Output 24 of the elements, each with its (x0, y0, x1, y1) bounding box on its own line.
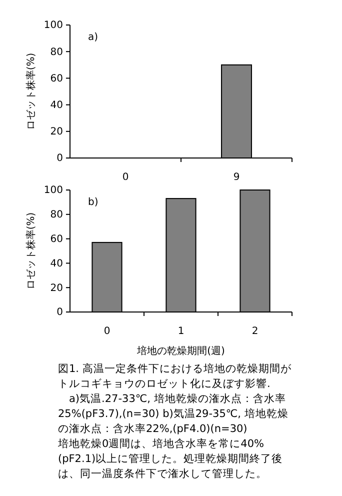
y-tick-label: 80 (50, 210, 63, 221)
y-tick-label: 80 (50, 46, 63, 58)
y-tick-label: 60 (50, 73, 63, 84)
y-tick-label: 0 (56, 307, 63, 318)
x-tick-label: 2 (252, 326, 258, 337)
x-tick-label: 9 (233, 172, 240, 183)
y-tick-label: 20 (50, 126, 63, 138)
y-tick-label: 0 (56, 153, 63, 164)
text: b) (88, 197, 98, 208)
y-axis-title: ロゼット株率(%) (25, 212, 37, 290)
caption: 図1. 高温一定条件下における培地の乾燥期間がトルコギキョウのロゼット化に及ぼす影響. (58, 362, 292, 392)
x-axis-title: 培地の乾燥期間(週) (136, 345, 225, 357)
y-tick-label: 60 (50, 234, 63, 245)
y-tick-label: 100 (44, 20, 63, 32)
text: 培地乾燥0週間は、培地含水率を常に40%(pF2.1)以上に管理した。処理乾燥期間終了後は、同一温度条件下で潅水して管理した。 (58, 437, 284, 482)
y-tick-label: 40 (50, 100, 63, 111)
x-tick-label: 1 (178, 326, 184, 337)
y-tick-label: 100 (44, 185, 63, 196)
y-tick-label: 40 (50, 258, 63, 270)
y-tick-label: 20 (50, 282, 63, 294)
text: a)気温.27-33℃, 培地乾燥の潅水点：含水率25%(pF3.7),(n=30) b)気温29-35℃, 培地乾燥の潅水点：含水率22%,(pF4.0)(n=30) (58, 392, 290, 437)
y-axis-title: ロゼット株率(%) (25, 52, 37, 130)
x-tick-label: 0 (104, 326, 110, 337)
text: a) (88, 32, 98, 43)
